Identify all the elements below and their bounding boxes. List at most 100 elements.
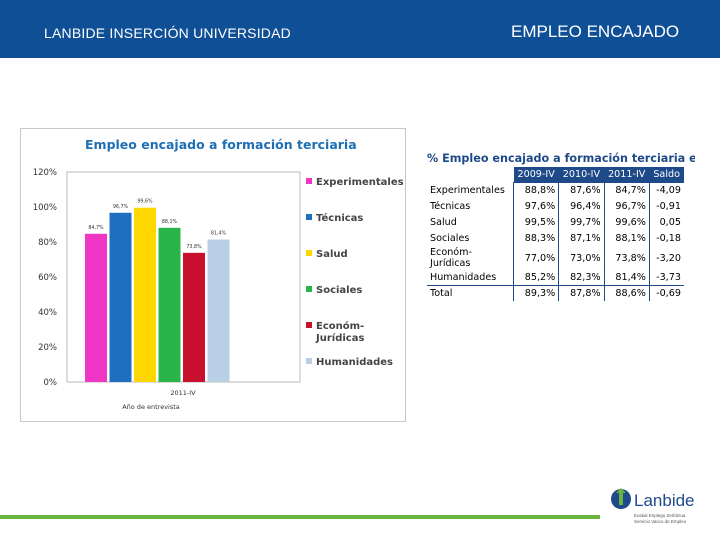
row-label: Técnicas xyxy=(427,198,514,215)
employment-table-panel: % Empleo encajado a formación terciaria … xyxy=(427,152,699,301)
table-cell: -0,91 xyxy=(656,201,681,212)
legend-swatch xyxy=(306,178,312,184)
header-col-2009: 2009-IV xyxy=(513,167,559,183)
x-axis-label: Año de entrevista xyxy=(122,403,180,411)
table-cell: 81,4% xyxy=(604,269,650,286)
table-header-row: 2009-IV 2010-IV 2011-IV Saldo xyxy=(427,167,684,183)
table-cell: 77,0% xyxy=(513,246,560,270)
table-row: Económ-Jurídicas 77,0% 73,0% 73,8% -3,20 xyxy=(427,246,684,270)
legend-swatch xyxy=(306,286,312,292)
header-bar: LANBIDE INSERCIÓN UNIVERSIDAD EMPLEO ENC… xyxy=(0,0,720,58)
table-cell: 82,3% xyxy=(558,269,605,286)
table-cell: 88,6% xyxy=(604,285,650,301)
table-cell: 99,7% xyxy=(558,214,605,231)
bar-chart-panel: Empleo encajado a formación terciaria 0%… xyxy=(20,128,406,422)
table-cell: 88,3% xyxy=(513,230,560,247)
table-row: Sociales 88,3% 87,1% 88,1% -0,18 xyxy=(427,230,684,247)
row-label: Económ-Jurídicas xyxy=(427,246,514,270)
table-cell: 99,6% xyxy=(604,214,650,231)
bar-data-label: 73,8% xyxy=(186,244,202,250)
y-tick-label: 20% xyxy=(38,343,57,353)
legend-label: Humanidades xyxy=(316,357,393,368)
table-cell: 0,05 xyxy=(659,217,681,228)
chart-title: Empleo encajado a formación terciaria xyxy=(85,137,357,152)
section-title: LANBIDE INSERCIÓN UNIVERSIDAD xyxy=(44,25,291,41)
legend-label: Jurídicas xyxy=(315,332,364,344)
legend: Experimentales Técnicas Salud Sociales Econó… xyxy=(306,177,404,368)
table-cell: 99,5% xyxy=(513,214,560,231)
y-tick-label: 80% xyxy=(38,238,57,248)
y-tick-label: 60% xyxy=(38,273,57,283)
legend-label: Económ- xyxy=(316,320,364,332)
table-cell: 73,8% xyxy=(604,246,650,270)
row-label: Total xyxy=(427,285,514,301)
bar-experimentales xyxy=(85,233,107,382)
table-cell: 96,7% xyxy=(604,198,650,215)
bar-data-label: 88,1% xyxy=(162,219,178,225)
table-cell: 87,1% xyxy=(558,230,605,247)
employment-table: 2009-IV 2010-IV 2011-IV Saldo Experiment… xyxy=(427,167,684,301)
table-cell: -3,20 xyxy=(656,252,681,264)
table-cell: 84,7% xyxy=(604,182,650,199)
table-cell: 88,1% xyxy=(604,230,650,247)
bar-salud xyxy=(134,207,156,382)
bar-chart: Empleo encajado a formación terciaria 0%… xyxy=(33,137,404,411)
bars xyxy=(85,207,230,382)
table-cell: -3,73 xyxy=(656,272,681,283)
bar-data-label: 81,4% xyxy=(211,231,227,237)
table-cell: -0,69 xyxy=(649,285,684,301)
y-tick-label: 0% xyxy=(44,378,58,388)
legend-swatch xyxy=(306,322,312,328)
y-tick-label: 40% xyxy=(38,308,57,318)
table-row: Experimentales 88,8% 87,6% 84,7% -4,09 xyxy=(427,182,684,199)
legend-swatch xyxy=(306,214,312,220)
bar-humanidades xyxy=(207,239,230,382)
legend-label: Salud xyxy=(316,249,348,260)
bar-econ-m-jur-dicas xyxy=(183,252,205,382)
legend-label: Sociales xyxy=(316,285,362,296)
table-cell: 88,8% xyxy=(513,182,560,199)
logo-subtitle-1: Euskal Enplegu Zerbitzua xyxy=(634,513,686,518)
legend-label: Experimentales xyxy=(316,177,404,188)
y-tick-label: 100% xyxy=(33,203,57,213)
logo-wordmark: Lanbide xyxy=(634,491,695,510)
row-label: Sociales xyxy=(427,230,514,247)
table-cell: -4,09 xyxy=(656,185,681,196)
row-label: Humanidades xyxy=(427,269,514,286)
table-cell: 89,3% xyxy=(513,285,560,301)
logo-subtitle-2: Servicio Vasco de Empleo xyxy=(634,519,687,524)
legend-swatch xyxy=(306,358,312,364)
slide-title: EMPLEO ENCAJADO xyxy=(511,22,680,41)
table-cell: -0,18 xyxy=(656,233,681,244)
table-cell: 96,4% xyxy=(558,198,605,215)
row-label: Experimentales xyxy=(427,182,514,199)
bar-sociales xyxy=(158,227,181,382)
legend-label: Técnicas xyxy=(316,212,363,224)
header-col-2010: 2010-IV xyxy=(558,167,605,183)
table-row: Técnicas 97,6% 96,4% 96,7% -0,91 xyxy=(427,198,684,215)
bar-data-labels: 84,7% 96,7% 99,6% 88,1% 73,8% 81,4% xyxy=(88,199,226,250)
table-cell: 85,2% xyxy=(513,269,560,286)
table-cell: 87,8% xyxy=(558,285,605,301)
bar-data-label: 99,6% xyxy=(137,199,153,205)
legend-swatch xyxy=(306,250,312,256)
x-tick-label: 2011-IV xyxy=(170,389,196,397)
footer-green-line xyxy=(0,515,600,519)
table-cell: 73,0% xyxy=(558,246,605,270)
table-cell: 87,6% xyxy=(558,182,605,199)
bar-data-label: 84,7% xyxy=(88,225,104,231)
bar-t-cnicas xyxy=(109,212,132,382)
bar-data-label: 96,7% xyxy=(113,204,129,210)
table-row: Salud 99,5% 99,7% 99,6% 0,05 xyxy=(427,214,684,231)
header-col-saldo: Saldo xyxy=(649,167,684,183)
header-blank-cell xyxy=(427,167,514,183)
table-row: Humanidades 85,2% 82,3% 81,4% -3,73 xyxy=(427,269,684,286)
lanbide-logo: Lanbide Euskal Enplegu Zerbitzua Servici… xyxy=(609,485,714,535)
table-total-row: Total 89,3% 87,8% 88,6% -0,69 xyxy=(427,285,684,301)
header-col-2011: 2011-IV xyxy=(604,167,650,183)
y-tick-label: 120% xyxy=(33,168,57,178)
row-label: Salud xyxy=(427,214,514,231)
table-cell: 97,6% xyxy=(513,198,560,215)
table-title: % Empleo encajado a formación terciaria … xyxy=(427,152,695,165)
y-axis: 0% 20% 40% 60% 80% 100% 120% xyxy=(33,168,57,388)
